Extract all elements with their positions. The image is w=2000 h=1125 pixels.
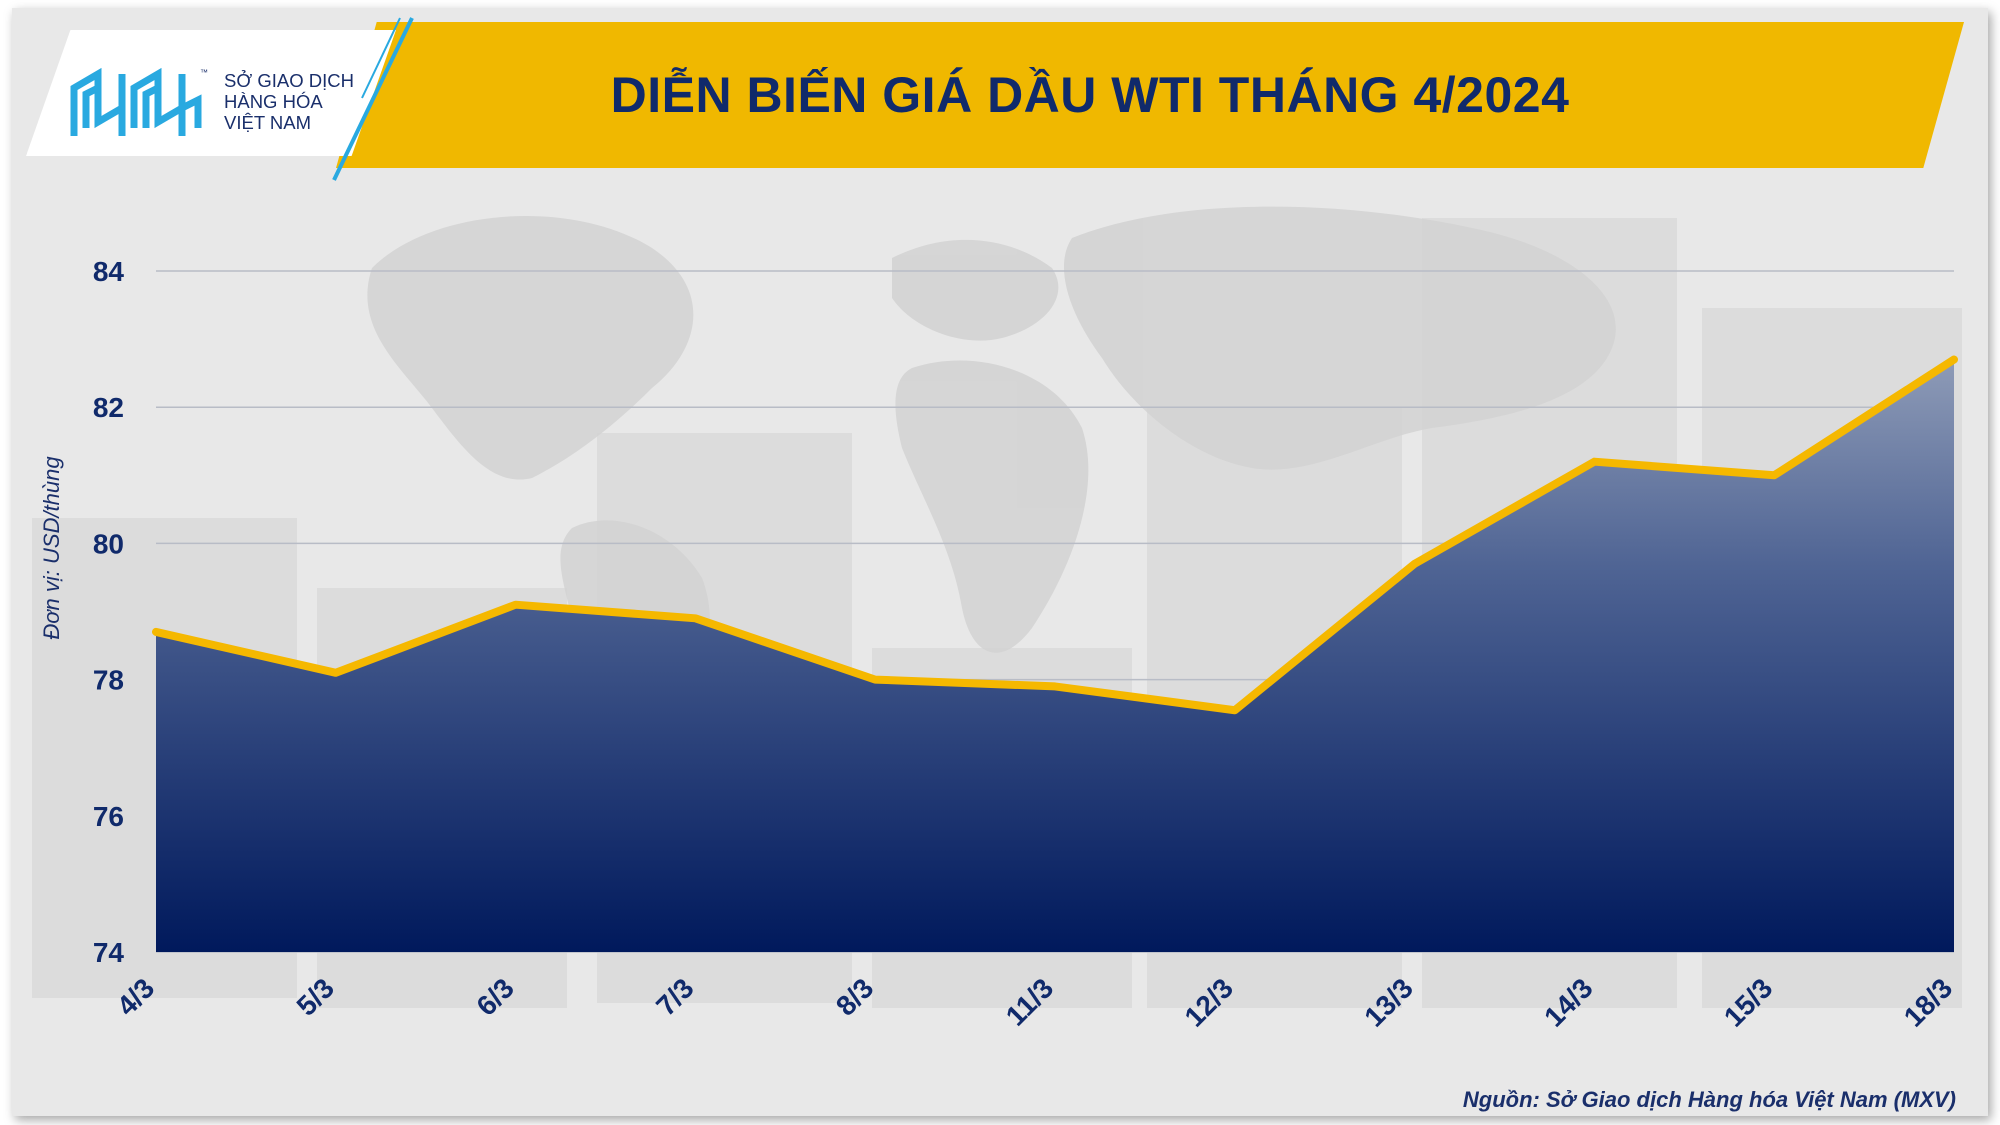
data-point-11/3 <box>1052 683 1058 690</box>
y-tick-label: 82 <box>93 392 124 423</box>
data-point-7/3 <box>692 615 699 622</box>
y-axis-label: Đơn vị: USD/thùng <box>39 456 64 640</box>
data-point-18/3 <box>1951 356 1957 363</box>
x-tick-label: 8/3 <box>830 972 879 1021</box>
x-tick-label: 18/3 <box>1898 972 1958 1032</box>
y-tick-label: 74 <box>93 937 125 968</box>
data-point-13/3 <box>1411 560 1418 567</box>
logo-line-2: HÀNG HÓA <box>224 91 323 112</box>
logo-text: SỞ GIAO DỊCH HÀNG HÓA VIỆT NAM <box>224 70 354 133</box>
data-point-14/3 <box>1591 458 1598 465</box>
data-point-6/3 <box>512 601 519 608</box>
title-banner: DIỄN BIẾN GIÁ DẦU WTI THÁNG 4/2024 <box>336 22 1964 168</box>
y-tick-label: 78 <box>93 665 124 696</box>
x-tick-label: 14/3 <box>1538 972 1598 1032</box>
data-point-12/3 <box>1231 707 1238 714</box>
source-note: Nguồn: Sở Giao dịch Hàng hóa Việt Nam (M… <box>1462 1087 1956 1112</box>
price-chart: 74 76 78 80 82 84 4/3 5/3 6/3 7/3 8/3 11/3 12/3 13/3… <box>93 256 1958 1033</box>
data-point-5/3 <box>332 669 339 676</box>
x-tick-label: 4/3 <box>111 972 160 1021</box>
x-tick-label: 13/3 <box>1358 972 1418 1032</box>
x-tick-label: 7/3 <box>650 972 699 1021</box>
y-tick-label: 76 <box>93 801 124 832</box>
logo-line-1: SỞ GIAO DỊCH <box>224 70 354 91</box>
trademark-symbol: ™ <box>200 68 208 77</box>
x-tick-label: 6/3 <box>470 972 519 1021</box>
logo-line-3: VIỆT NAM <box>224 112 312 133</box>
y-tick-label: 84 <box>93 256 125 287</box>
data-point-8/3 <box>872 676 879 683</box>
x-tick-label: 15/3 <box>1718 972 1778 1032</box>
page-title: DIỄN BIẾN GIÁ DẦU WTI THÁNG 4/2024 <box>610 67 1570 123</box>
chart-frame: 74 76 78 80 82 84 4/3 5/3 6/3 7/3 8/3 11/3 12/3 13/3… <box>12 8 1988 1116</box>
x-tick-label: 5/3 <box>291 972 340 1021</box>
data-point-4/3 <box>153 628 159 635</box>
mxv-logo-icon <box>70 67 202 136</box>
data-point-15/3 <box>1771 472 1778 479</box>
y-tick-label: 80 <box>93 528 124 559</box>
x-tick-label: 11/3 <box>1000 972 1059 1031</box>
price-area <box>156 359 1954 952</box>
logo-accent-lines <box>332 17 414 181</box>
y-axis-ticks: 74 76 78 80 82 84 <box>93 256 125 968</box>
x-tick-label: 12/3 <box>1179 972 1239 1032</box>
x-axis-ticks: 4/3 5/3 6/3 7/3 8/3 11/3 12/3 13/3 14/3 15/3 18/3 <box>111 972 1958 1032</box>
